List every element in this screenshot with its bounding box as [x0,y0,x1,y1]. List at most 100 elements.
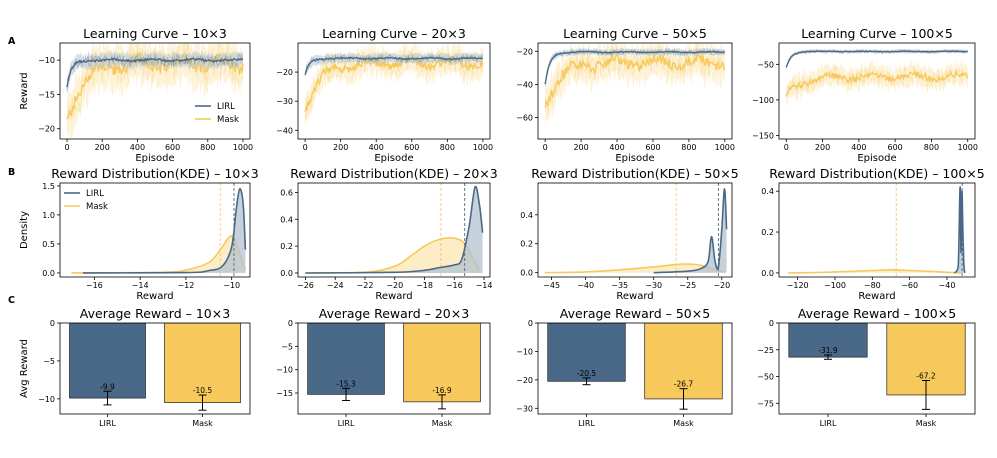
x-tick-label: −20 [713,281,730,290]
plot-area [307,323,481,410]
axes-frame [59,322,251,415]
bar-value-label-LIRL: -20.5 [577,369,597,378]
panel-title: Average Reward – 20×3 [319,306,469,321]
plot-area [785,48,969,109]
x-tick-label: −16 [446,281,463,290]
y-tick-label: −15 [276,389,293,398]
x-tick-label: 0 [64,143,69,152]
plot-area [788,323,966,410]
x-tick-label: 200 [333,143,348,152]
plot-area [71,183,247,277]
bar-LIRL [788,323,868,358]
y-tick-label: −60 [516,113,533,122]
series-line-Mask [785,68,969,97]
y-tick-label: −5 [43,357,55,366]
bar-value-label-LIRL: -31.9 [818,346,838,355]
bar-value-label-Mask: -16.9 [432,386,452,395]
panel-title: Learning Curve – 20×3 [322,26,466,41]
panel-title: Reward Distribution(KDE) – 10×3 [51,166,258,181]
x-tick-label: −40 [939,281,956,290]
x-axis-label: Reward [616,291,653,302]
x-tick-label: −14 [132,281,149,290]
series-line-Mask [544,52,726,109]
y-tick-label: 0.2 [761,228,774,237]
y-tick-label: −25 [757,346,774,355]
bar-LIRL [69,323,146,399]
x-tick-label: 200 [815,143,830,152]
x-tick-label: 1000 [715,143,735,152]
axes-frame [59,42,251,140]
x-tick-label: −25 [679,281,696,290]
plot-area [788,183,966,277]
kde-line-LIRL [953,186,966,274]
y-tick-label: 0.0 [761,269,774,278]
panel-title: Average Reward – 50×5 [560,306,710,321]
y-tick-label: −20 [516,47,533,56]
x-axis-label: Reward [375,291,412,302]
x-tick-label: 400 [609,143,624,152]
y-tick-label: −10 [38,56,55,65]
panel-title: Learning Curve – 10×3 [83,26,227,41]
panel-title: Learning Curve – 100×5 [801,26,953,41]
bar-value-label-LIRL: -9.9 [100,382,115,391]
y-tick-label: 0.5 [42,240,55,249]
panel-A3: Learning Curve – 50×5 0 200 400 600 800 1000 −6… [516,26,735,164]
panel-title: Reward Distribution(KDE) – 100×5 [769,166,984,181]
x-tick-label: 0 [543,143,548,152]
panel-B1: Reward Distribution(KDE) – 10×3 −16 −14 −12… [19,166,259,302]
x-tick-label: −18 [416,281,433,290]
legend-label-Mask: Mask [217,115,239,125]
axes-frame [537,182,733,278]
x-tick-label: −10 [223,281,240,290]
x-tick-label: 600 [404,143,419,152]
y-tick-label: 0.2 [280,242,293,251]
kde-area-Mask [305,237,480,273]
panel-A1: Learning Curve – 10×3 0 200 400 600 800 1000 −2… [19,26,253,164]
x-tick-label: −60 [901,281,918,290]
panel-B2: Reward Distribution(KDE) – 20×3 −26 −24 −22… [280,166,497,302]
y-axis-label: Reward [19,72,30,109]
kde-area-LIRL [82,188,246,273]
x-tick-label: 0 [303,143,308,152]
x-axis-label: Reward [858,291,895,302]
y-tick-label: −20 [38,125,55,134]
series-line-LIRL [304,56,483,76]
kde-line-LIRL [305,185,484,274]
plot-area [544,183,728,277]
y-tick-label: 0.4 [280,215,293,224]
row-label-C: C [8,295,15,306]
x-tick-label: −80 [864,281,881,290]
panel-title: Reward Distribution(KDE) – 50×5 [531,166,738,181]
bar-Mask [644,323,723,400]
axes-frame [778,42,976,140]
panel-title: Average Reward – 100×5 [798,306,956,321]
y-tick-label: 0.4 [761,187,774,196]
x-tick-label: 400 [130,143,145,152]
y-tick-label: 0 [50,319,55,328]
x-tick-label: 1000 [958,143,978,152]
y-tick-label: −15 [38,90,55,99]
x-axis-label: Episode [615,153,654,164]
x-tick-label-LIRL: LIRL [99,419,116,428]
x-tick-label: −22 [357,281,374,290]
x-tick-label: 200 [573,143,588,152]
y-tick-label: −75 [757,399,774,408]
x-tick-label: 600 [888,143,903,152]
y-tick-label: −10 [276,366,293,375]
y-tick-label: 0 [288,319,293,328]
x-tick-label-Mask: Mask [432,419,453,428]
x-axis-label: Episode [374,153,413,164]
y-tick-label: −40 [276,126,293,135]
plot-area [304,43,484,124]
y-tick-label: 0.0 [280,269,293,278]
panel-A4: Learning Curve – 100×5 0 200 400 600 800 1000 −… [752,26,978,164]
panel-C2: Average Reward – 20×3 -15.3 LIRL -16.9 Mask −… [276,306,491,428]
x-tick-label: 800 [440,143,455,152]
y-tick-label: 1.0 [42,211,55,220]
legend-label-LIRL: LIRL [86,189,104,199]
axes-frame [778,322,976,415]
y-tick-label: −150 [752,131,774,140]
x-tick-label: 600 [645,143,660,152]
x-tick-label-LIRL: LIRL [338,419,355,428]
x-tick-label-Mask: Mask [192,419,213,428]
